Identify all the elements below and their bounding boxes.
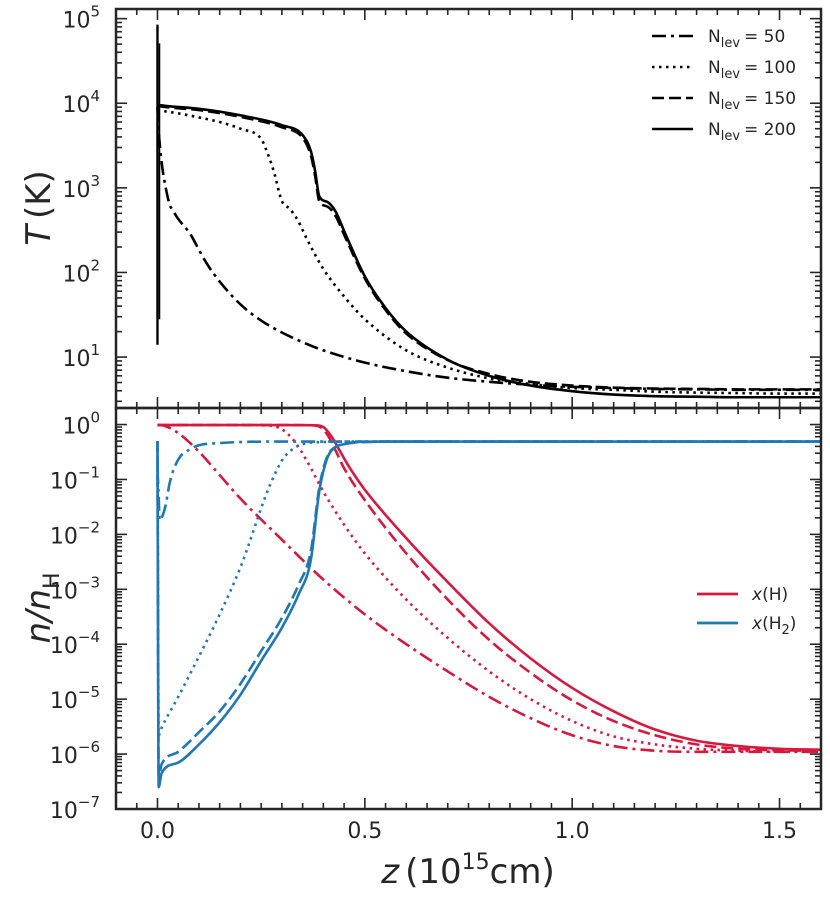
y-tick-label: 10−1 [50, 463, 100, 494]
legend-label: Nlev = 150 [708, 89, 796, 113]
abundance-series-4 [156, 440, 821, 522]
abundance-panel: 10−7 10−6 10−5 10−4 10−3 10−2 10−1 100 0.0 0.5 1.… [19, 406, 823, 892]
y-tick-label: 103 [62, 172, 100, 203]
bottom-ylabel-sub: H [40, 572, 65, 589]
y-tick-label: 10−2 [50, 518, 100, 549]
abundance-series-7 [156, 440, 821, 789]
legend-label: Nlev = 100 [708, 58, 796, 82]
legend-label: Nlev = 200 [708, 120, 796, 144]
x-tick-label: 1.5 [762, 819, 797, 844]
y-tick-label: 10−5 [50, 683, 100, 714]
top-y-axis-title: T (K) [19, 170, 59, 246]
abundance-series-5 [156, 440, 821, 737]
abundance-series-6 [156, 440, 821, 778]
xlabel-unit-pre: (10 [405, 852, 462, 892]
y-tick-label: 10−3 [50, 573, 100, 604]
y-tick-label: 10−6 [50, 738, 100, 769]
bottom-plot-frame [114, 406, 823, 811]
y-tick-label: 104 [62, 87, 100, 118]
abundance-curves [156, 423, 821, 789]
y-tick-label: 100 [62, 409, 100, 440]
y-tick-label: 10−7 [50, 793, 100, 824]
y-tick-label: 105 [62, 3, 100, 34]
top-ylabel-var: T [19, 223, 59, 246]
y-tick-label: 102 [62, 256, 100, 287]
temperature-curves [156, 24, 821, 399]
legend-label: x(H2) [751, 614, 796, 638]
temperature-series-3 [157, 103, 821, 399]
xlabel-unit-exp: 15 [462, 850, 490, 875]
xlabel-var: z [380, 852, 400, 892]
y-tick-label: 10−4 [50, 628, 100, 659]
abundance-legend: x(H) x(H2) [697, 585, 796, 638]
top-y-tick-labels: 101 102 103 104 105 [62, 3, 100, 372]
temperature-series-1 [157, 107, 821, 395]
x-axis-title: z (1015cm) [380, 850, 554, 892]
temperature-series-0 [156, 107, 821, 392]
temperature-legend: Nlev = 50 Nlev = 100 Nlev = 150 Nlev = 200 [652, 27, 796, 144]
bottom-y-axis-title: n/nH [19, 572, 65, 643]
abundance-series-1 [157, 423, 821, 754]
x-tick-label: 1.0 [555, 819, 590, 844]
legend-label: Nlev = 50 [708, 27, 785, 51]
abundance-series-0 [157, 423, 821, 754]
abundance-series-2 [157, 423, 821, 753]
bottom-ylabel-var: n/n [19, 589, 59, 644]
temperature-series-2 [157, 105, 821, 391]
legend-label: x(H) [751, 585, 788, 605]
x-tick-label: 0.0 [140, 819, 175, 844]
y-tick-label: 101 [62, 341, 100, 372]
x-tick-label: 0.5 [347, 819, 382, 844]
abundance-series-3 [157, 423, 821, 752]
top-ylabel-unit: (K) [19, 170, 59, 219]
x-tick-labels: 0.0 0.5 1.0 1.5 [140, 819, 797, 844]
bottom-y-tick-labels: 10−7 10−6 10−5 10−4 10−3 10−2 10−1 100 [50, 409, 100, 824]
xlabel-unit-post: cm) [490, 852, 555, 892]
